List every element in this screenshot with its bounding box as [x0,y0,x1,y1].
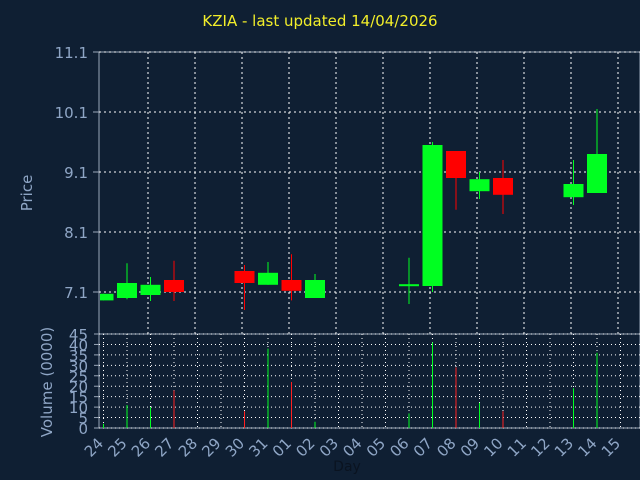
candle-body [446,151,466,178]
candle-body [281,280,302,291]
price-tick-label: 9.1 [64,164,88,182]
x-tick-label: 03 [316,434,342,460]
x-tick-label: 01 [269,434,295,460]
volume-tick-label: 5 [78,410,88,428]
candle-body [117,283,137,298]
candle-body [305,280,325,298]
volume-axis-label: Volume (0000) [38,327,56,437]
volume-tick-label: 45 [69,326,88,344]
x-tick-label: 26 [128,434,154,460]
price-y-ticks: 11.1 10.1 9.1 8.1 7.1 [55,44,99,302]
x-tick-label: 05 [363,434,389,460]
candle-body [399,284,419,287]
x-tick-label: 08 [433,434,459,460]
volume-tick-label: 30 [69,357,88,375]
x-tick-label: 04 [339,434,365,460]
candle-body [100,293,114,301]
price-tick-label: 7.1 [64,284,88,302]
x-tick-label: 10 [480,434,506,460]
x-tick-label: 07 [410,434,436,460]
x-tick-label: 28 [175,434,201,460]
candle-body [258,272,278,285]
candle-body [234,271,255,283]
price-grid [99,51,640,334]
price-tick-label: 10.1 [55,104,88,122]
price-tick-label: 8.1 [64,224,88,242]
x-tick-label: 06 [386,434,412,460]
price-axis-label: Price [18,175,36,212]
volume-tick-label: 20 [69,378,88,396]
x-tick-label: 14 [574,434,600,460]
x-tick-label: 12 [527,434,553,460]
volume-tick-label: 10 [69,399,88,417]
candle-body [164,280,184,292]
price-panel: 11.1 10.1 9.1 8.1 7.1 Price [18,44,640,335]
x-tick-label: 13 [551,434,577,460]
x-tick-label: 29 [198,434,224,460]
x-axis-label: Day [333,459,361,475]
x-tick-label: 24 [81,434,107,460]
x-tick-label: 25 [104,434,130,460]
candle-body [140,284,161,295]
volume-tick-label: 15 [69,389,88,407]
candle-body [422,145,443,286]
x-tick-label: 09 [457,434,483,460]
candles [100,109,607,310]
candle-body [469,179,490,192]
volume-tick-label: 25 [69,368,88,386]
volume-tick-label: 35 [69,347,88,365]
x-tick-label: 15 [598,434,624,460]
x-tick-label: 31 [245,434,271,460]
candle-body [587,154,607,193]
candle-body [563,184,584,198]
price-tick-label: 11.1 [55,44,88,62]
chart-title: KZIA - last updated 14/04/2026 [202,12,438,30]
volume-tick-label: 0 [78,420,88,438]
candle-body [493,178,513,195]
x-tick-label: 02 [292,434,318,460]
x-tick-label: 30 [222,434,248,460]
x-tick-label: 11 [504,434,530,460]
volume-bars [103,342,598,428]
volume-tick-label: 40 [69,336,88,354]
volume-plot-area [98,333,640,429]
x-tick-label: 27 [151,434,177,460]
x-axis-ticks: 2425262728293031010203040506070809101112… [81,434,624,460]
